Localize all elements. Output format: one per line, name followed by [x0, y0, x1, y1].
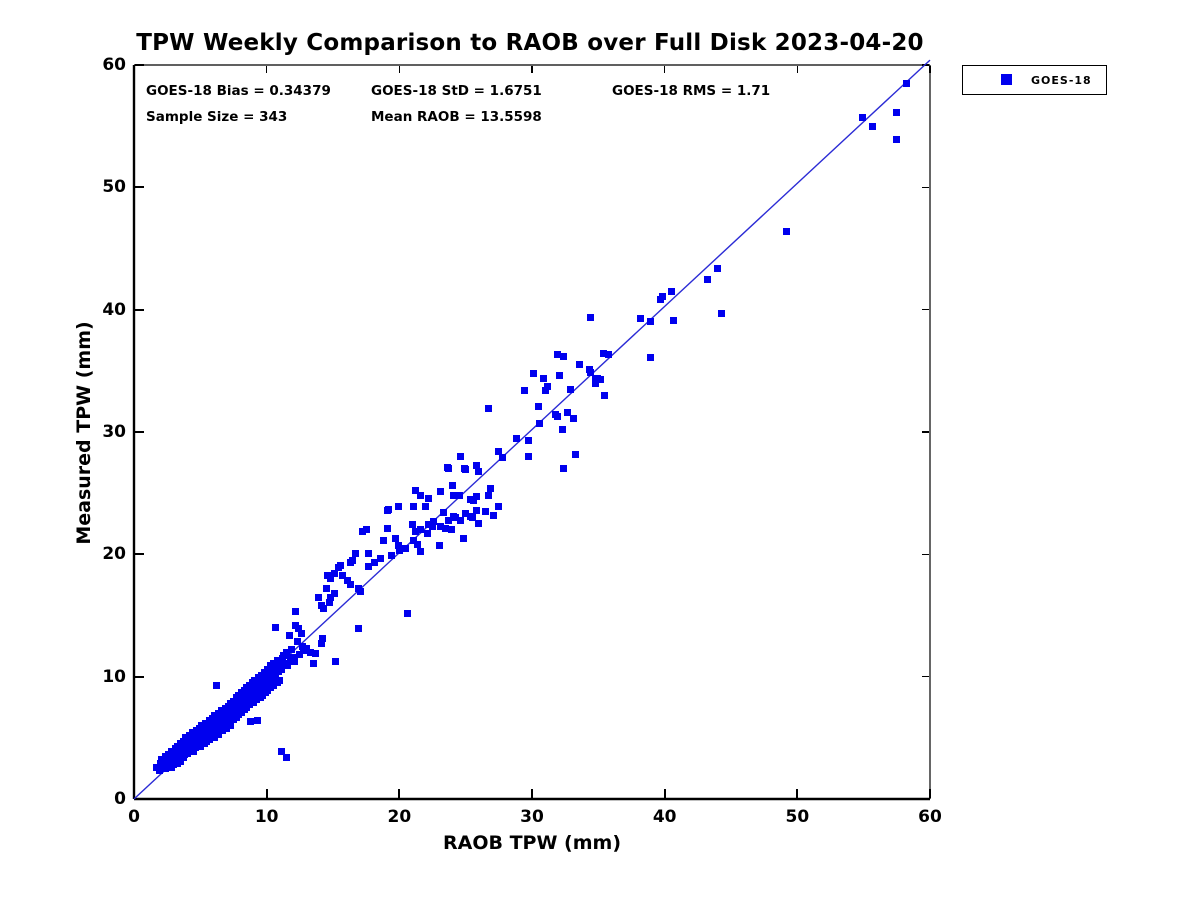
y-tick-right	[922, 186, 929, 189]
y-tick	[135, 675, 144, 678]
y-tick-right	[922, 553, 929, 556]
y-tick	[135, 308, 144, 311]
y-tick-label: 0	[114, 789, 126, 809]
y-tick-right	[922, 308, 929, 311]
x-tick-top	[796, 66, 799, 73]
legend: GOES-18	[962, 65, 1107, 95]
y-tick-label: 10	[102, 666, 126, 687]
legend-label: GOES-18	[1031, 74, 1092, 87]
x-tick-top	[663, 66, 666, 73]
x-tick-top	[531, 66, 533, 73]
y-tick-label: 40	[102, 299, 126, 320]
y-tick	[135, 553, 144, 556]
x-tick-top	[398, 66, 401, 73]
x-tick	[663, 789, 666, 798]
y-tick-label: 50	[102, 177, 126, 198]
x-tick	[398, 789, 401, 798]
y-tick	[135, 186, 144, 189]
legend-marker-icon	[1001, 74, 1012, 85]
stat-sample-size: Sample Size = 343	[146, 109, 288, 125]
stat-mean-raob: Mean RAOB = 13.5598	[371, 109, 542, 125]
y-tick-label: 60	[102, 55, 126, 75]
x-tick-label: 50	[785, 807, 810, 827]
x-tick-label: 10	[254, 807, 279, 827]
x-tick	[531, 789, 533, 798]
x-tick-label: 40	[652, 807, 677, 827]
stat-bias: GOES-18 Bias = 0.34379	[146, 83, 331, 99]
y-tick-right	[922, 675, 929, 678]
y-tick-label: 20	[102, 544, 126, 565]
x-tick-label: 60	[918, 807, 942, 827]
fit-line	[133, 59, 931, 800]
x-axis-label: RAOB TPW (mm)	[442, 832, 622, 854]
stat-rms: GOES-18 RMS = 1.71	[612, 83, 771, 99]
x-tick-label: 20	[387, 807, 412, 827]
x-tick-label: 0	[128, 807, 140, 827]
x-tick	[796, 789, 799, 798]
y-tick	[135, 431, 144, 433]
x-tick-label: 30	[520, 807, 544, 827]
stat-std: GOES-18 StD = 1.6751	[371, 83, 542, 99]
y-tick-right	[922, 431, 929, 433]
x-tick-top	[265, 66, 268, 73]
y-tick-label: 30	[102, 422, 126, 442]
x-tick	[265, 789, 268, 798]
chart-title: TPW Weekly Comparison to RAOB over Full …	[136, 30, 924, 56]
